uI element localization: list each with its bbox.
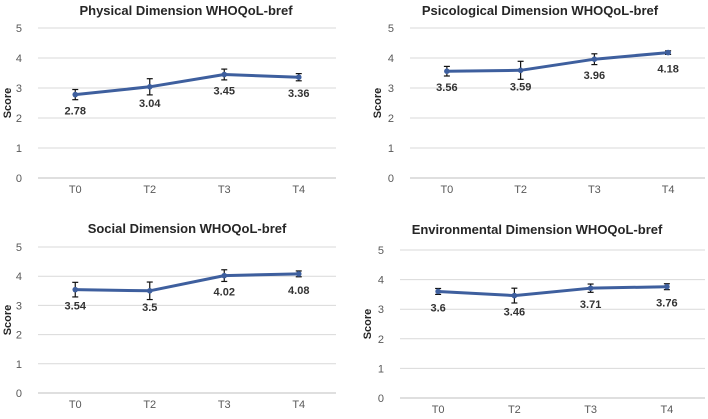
data-point xyxy=(295,271,302,277)
chart-title: Environmental Dimension WHOQoL-bref xyxy=(412,222,663,237)
x-tick-label: T4 xyxy=(292,399,305,411)
series-line xyxy=(75,272,299,293)
data-label: 3.71 xyxy=(580,299,601,311)
y-tick-label: 1 xyxy=(16,143,22,155)
x-tick-label: T4 xyxy=(662,184,675,196)
data-point xyxy=(72,286,79,293)
data-point xyxy=(221,272,228,279)
y-tick-label: 2 xyxy=(378,334,384,346)
x-tick-label: T3 xyxy=(218,399,231,411)
x-tick-label: T3 xyxy=(588,184,601,196)
x-tick-label: T4 xyxy=(292,184,305,196)
y-tick-label: 4 xyxy=(16,271,22,283)
y-axis-label: Score xyxy=(2,305,14,336)
y-tick-label: 5 xyxy=(16,242,22,254)
x-tick-label: T3 xyxy=(584,404,597,416)
y-tick-label: 4 xyxy=(388,53,394,65)
x-tick-label: T2 xyxy=(514,184,527,196)
y-tick-label: 3 xyxy=(378,304,384,316)
y-tick-label: 0 xyxy=(16,388,22,400)
data-label: 3.54 xyxy=(65,301,87,313)
chart-title: Physical Dimension WHOQoL-bref xyxy=(79,3,293,18)
data-point xyxy=(444,68,450,74)
y-tick-label: 0 xyxy=(378,393,384,405)
data-point xyxy=(221,71,228,78)
x-tick-label: T4 xyxy=(660,404,673,416)
y-axis-label: Score xyxy=(362,309,374,340)
y-tick-label: 2 xyxy=(16,113,22,125)
data-label: 3.56 xyxy=(436,82,457,94)
chart-title: Social Dimension WHOQoL-bref xyxy=(88,221,287,236)
y-tick-label: 1 xyxy=(388,143,394,155)
data-label: 4.18 xyxy=(657,64,678,76)
data-point xyxy=(435,288,441,295)
data-label: 4.08 xyxy=(288,285,309,297)
x-tick-label: T0 xyxy=(69,184,82,196)
y-tick-label: 3 xyxy=(388,83,394,95)
data-label: 3.59 xyxy=(510,81,531,93)
data-point xyxy=(665,49,671,56)
series-line xyxy=(446,51,669,73)
data-label: 3.45 xyxy=(214,86,235,98)
data-point xyxy=(664,283,670,290)
y-tick-label: 4 xyxy=(16,53,22,65)
data-label: 3.6 xyxy=(430,302,445,314)
series-line xyxy=(438,285,667,298)
data-point xyxy=(591,56,598,62)
data-label: 3.46 xyxy=(504,307,525,319)
y-tick-label: 2 xyxy=(388,113,394,125)
y-axis-label: Score xyxy=(372,88,384,119)
y-tick-label: 0 xyxy=(16,173,22,185)
data-label: 3.04 xyxy=(139,98,161,110)
data-point xyxy=(517,67,524,74)
chart-panel-4: Environmental Dimension WHOQoL-bref 0 1 2 3 4… xyxy=(362,222,705,416)
x-tick-label: T0 xyxy=(69,399,82,411)
data-label: 3.5 xyxy=(142,302,157,314)
chart-panel-2: Psicological Dimension WHOQoL-bref 0 1 2 3 4 5… xyxy=(372,3,705,196)
x-tick-label: T2 xyxy=(143,184,156,196)
chart-panel-1: Physical Dimension WHOQoL-bref 0 1 2 3 4 5 Scor… xyxy=(2,3,336,196)
data-label: 4.02 xyxy=(214,287,235,299)
data-label: 3.76 xyxy=(656,298,677,310)
y-tick-label: 1 xyxy=(378,363,384,375)
chart-title: Psicological Dimension WHOQoL-bref xyxy=(422,3,659,18)
data-point xyxy=(511,292,518,299)
y-tick-label: 5 xyxy=(16,23,22,35)
x-tick-label: T0 xyxy=(432,404,445,416)
y-tick-label: 0 xyxy=(388,173,394,185)
x-tick-label: T3 xyxy=(218,184,231,196)
y-tick-label: 5 xyxy=(388,23,394,35)
data-label: 3.96 xyxy=(584,70,605,82)
data-point xyxy=(587,285,594,291)
y-tick-label: 1 xyxy=(16,359,22,371)
data-point xyxy=(146,288,153,294)
data-label: 2.78 xyxy=(65,106,86,118)
y-tick-label: 4 xyxy=(378,275,384,287)
series-line xyxy=(75,73,299,97)
y-tick-label: 2 xyxy=(16,330,22,342)
y-tick-label: 3 xyxy=(16,83,22,95)
y-tick-label: 3 xyxy=(16,300,22,312)
data-label: 3.36 xyxy=(288,88,309,100)
x-tick-label: T2 xyxy=(143,399,156,411)
y-axis-label: Score xyxy=(2,88,14,119)
chart-panel-3: Social Dimension WHOQoL-bref 0 1 2 3 4 5 Score T… xyxy=(2,221,336,411)
data-point xyxy=(295,74,302,80)
data-point xyxy=(72,91,79,98)
x-tick-label: T0 xyxy=(440,184,453,196)
y-tick-label: 5 xyxy=(378,245,384,257)
x-tick-label: T2 xyxy=(508,404,521,416)
data-point xyxy=(146,84,153,90)
